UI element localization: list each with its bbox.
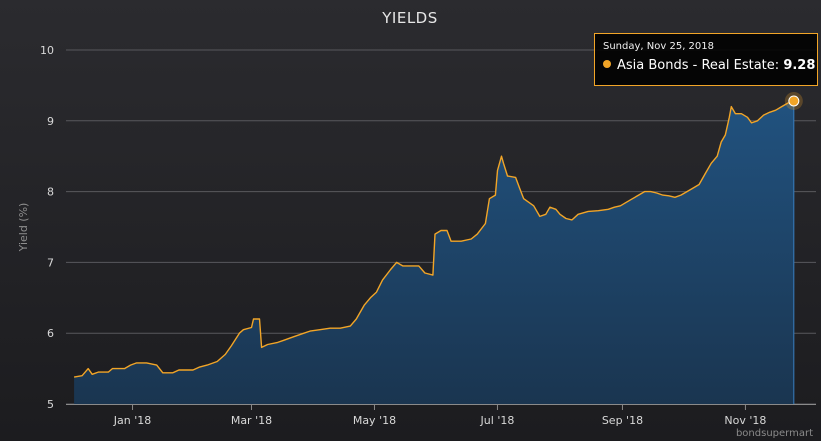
x-tick-label: Mar '18 bbox=[231, 414, 272, 427]
y-axis-label: Yield (%) bbox=[17, 203, 30, 253]
y-tick-label: 10 bbox=[40, 44, 54, 57]
x-tick-label: Jan '18 bbox=[113, 414, 151, 427]
y-tick-label: 9 bbox=[47, 115, 54, 128]
hover-point[interactable] bbox=[788, 95, 800, 107]
y-tick-label: 7 bbox=[47, 256, 54, 269]
x-tick-label: Sep '18 bbox=[602, 414, 643, 427]
plot-area bbox=[73, 91, 803, 404]
y-axis: 5 6 7 8 9 10 bbox=[40, 44, 54, 411]
tooltip-row: Asia Bonds - Real Estate: 9.28 bbox=[603, 58, 815, 74]
y-tick-label: 5 bbox=[47, 398, 54, 411]
y-tick-label: 8 bbox=[47, 186, 54, 199]
series-line-asia-bonds-real-estate[interactable] bbox=[73, 100, 795, 378]
tooltip-separator: : bbox=[774, 58, 780, 73]
x-axis: Jan '18 Mar '18 May '18 Jul '18 Sep '18 Nov '… bbox=[66, 404, 816, 427]
tooltip-series-name: Asia Bonds - Real Estate bbox=[617, 58, 775, 73]
series-dot-icon bbox=[603, 60, 611, 68]
tooltip-date: Sunday, Nov 25, 2018 bbox=[603, 41, 715, 52]
x-tick-label: Jul '18 bbox=[480, 414, 515, 427]
x-tick-label: May '18 bbox=[353, 414, 396, 427]
credit-label[interactable]: bondsupermart bbox=[736, 428, 813, 439]
chart-title: YIELDS bbox=[381, 9, 438, 27]
x-tick-label: Nov '18 bbox=[724, 414, 766, 427]
tooltip: Sunday, Nov 25, 2018 Asia Bonds - Real E… bbox=[594, 33, 818, 86]
y-tick-label: 6 bbox=[47, 327, 54, 340]
tooltip-value: 9.28 bbox=[783, 58, 816, 73]
area-fill bbox=[74, 101, 794, 404]
